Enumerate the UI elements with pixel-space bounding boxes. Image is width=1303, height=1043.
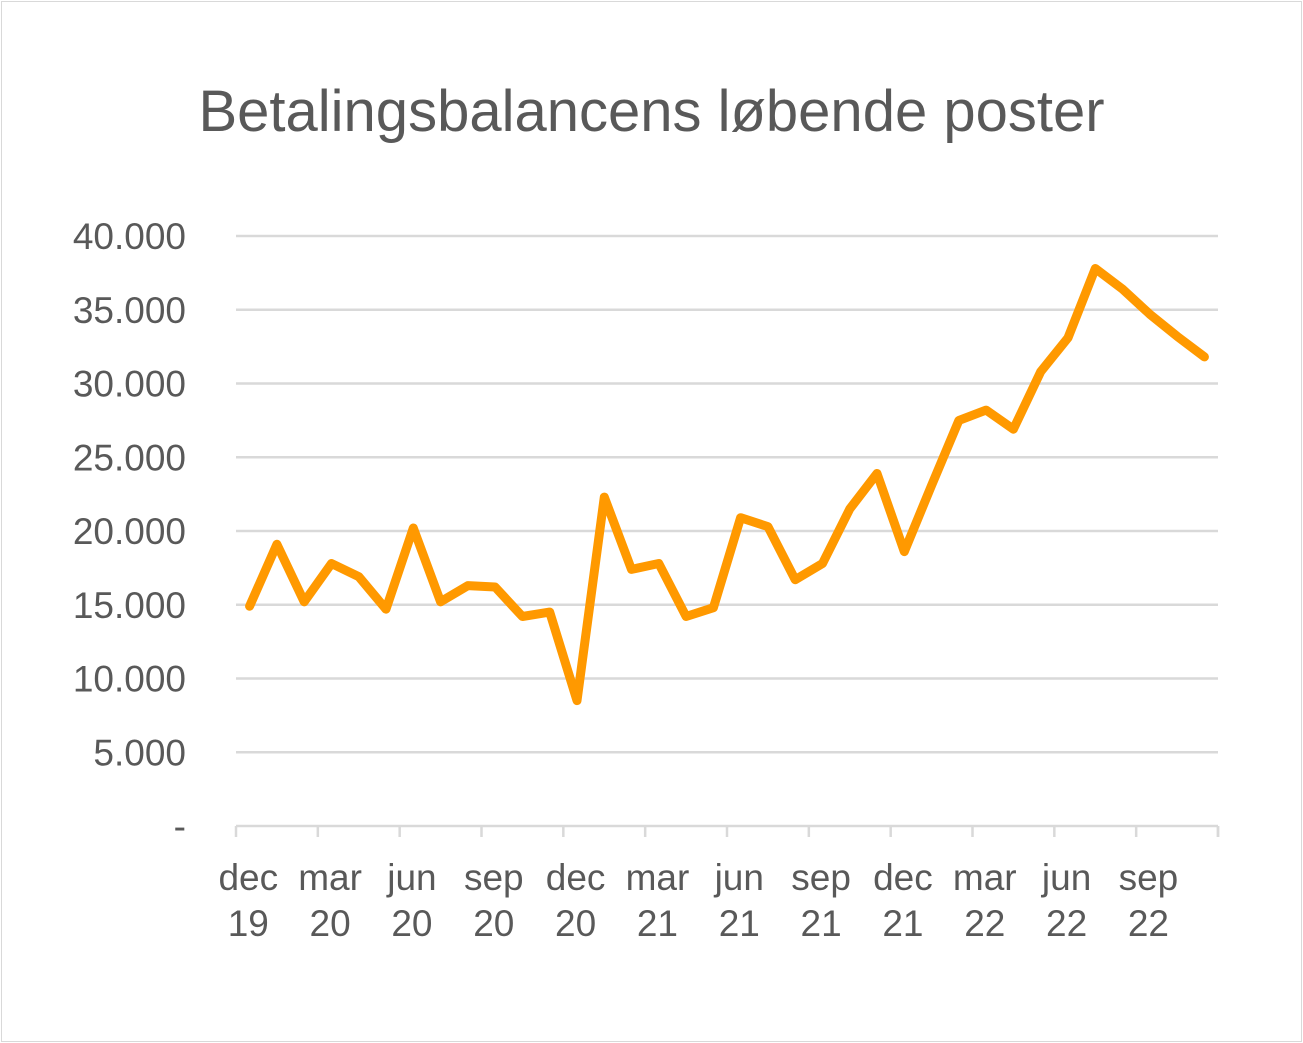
y-tick-label: 30.000 (73, 364, 186, 405)
x-tick-label: sep 20 (464, 857, 524, 944)
x-tick-label: dec 20 (546, 857, 606, 944)
x-tick-label: sep 22 (1119, 857, 1179, 944)
y-tick-label: 40.000 (73, 216, 186, 257)
x-tick-label: mar 20 (298, 857, 362, 944)
x-tick-label: dec 21 (873, 857, 933, 944)
x-tick-label: jun 22 (1041, 857, 1091, 944)
y-tick-label: 20.000 (73, 511, 186, 552)
x-tick-label: sep 21 (791, 857, 851, 944)
y-tick-label: 15.000 (73, 585, 186, 626)
x-tick-label: dec 19 (218, 857, 278, 944)
chart-title: Betalingsbalancens løbende poster (198, 79, 1105, 144)
y-tick-label: 5.000 (93, 732, 186, 773)
series-line (245, 264, 1209, 706)
x-tick-label: jun 20 (386, 857, 436, 944)
y-tick-label: - (174, 806, 186, 847)
x-tick-label: jun 21 (714, 857, 764, 944)
y-tick-label: 25.000 (73, 437, 186, 478)
x-tick-label: mar 21 (626, 857, 690, 944)
y-tick-label: 35.000 (73, 290, 186, 331)
x-tick-label: mar 22 (953, 857, 1017, 944)
y-tick-label: 10.000 (73, 659, 186, 700)
